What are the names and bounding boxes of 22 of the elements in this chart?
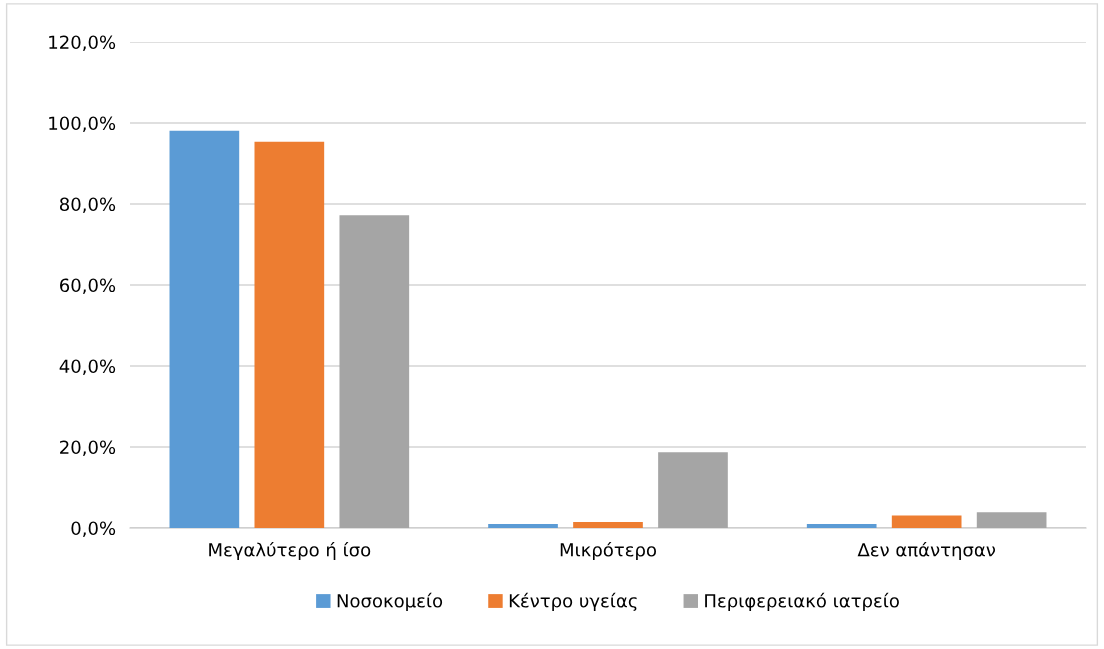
y-tick-label: 20,0% <box>60 440 116 456</box>
bar <box>891 515 962 528</box>
y-tick-label: 40,0% <box>59 359 116 375</box>
bar <box>488 523 558 528</box>
bar <box>573 521 643 528</box>
x-tick-label: Δεν απάντησαν <box>857 541 996 561</box>
bar <box>806 523 877 528</box>
bar <box>976 512 1047 528</box>
y-tick-label: 120,0% <box>49 35 116 51</box>
y-tick-label: 100,0% <box>49 116 116 132</box>
legend-label: Νοσοκομείο <box>337 592 443 612</box>
y-tick-label: 80,0% <box>59 197 116 213</box>
y-tick-label: 0,0% <box>71 521 116 537</box>
bar <box>339 215 410 528</box>
legend-label: Περιφερειακό ιατρείο <box>705 592 899 612</box>
bar <box>658 452 728 528</box>
bar <box>169 130 240 528</box>
bar <box>254 141 325 528</box>
legend-label: Κέντρο υγείας <box>509 592 637 612</box>
x-tick-label: Μικρότερο <box>560 541 656 561</box>
x-tick-label: Μεγαλύτερο ή ίσο <box>209 541 371 561</box>
y-tick-label: 60,0% <box>60 278 116 294</box>
